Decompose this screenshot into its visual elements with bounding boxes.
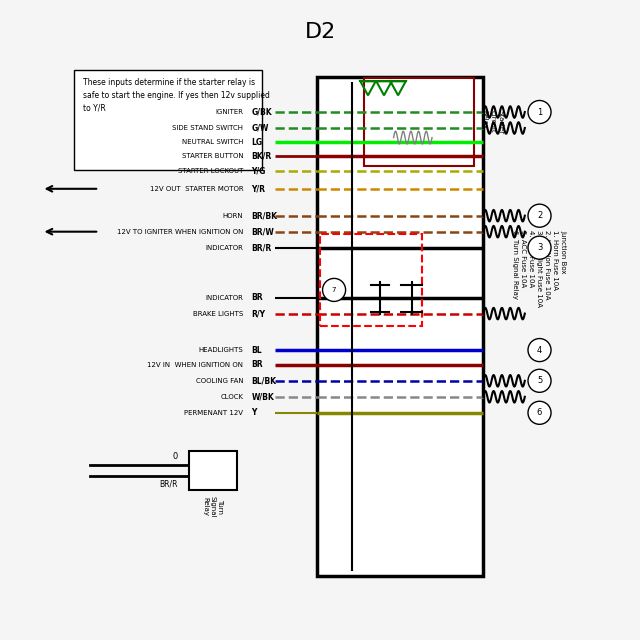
Text: BL: BL [252, 346, 262, 355]
Circle shape [528, 369, 551, 392]
Text: COOLING FAN: COOLING FAN [196, 378, 243, 384]
Text: Starter
Circuit
Relay: Starter Circuit Relay [481, 110, 503, 134]
Circle shape [528, 401, 551, 424]
Bar [189, 451, 237, 490]
Text: Y/G: Y/G [252, 166, 266, 175]
Text: STARTER BUTTON: STARTER BUTTON [182, 153, 243, 159]
Text: Junction Box
1. Horn Fuse 10A
2. Ignition Fuse 10A
3. Headlight Fuse 10A
4. ACC : Junction Box 1. Horn Fuse 10A 2. Ignitio… [512, 230, 566, 307]
Text: HEADLIGHTS: HEADLIGHTS [198, 347, 243, 353]
Text: 5: 5 [537, 376, 542, 385]
Text: 7: 7 [332, 287, 337, 293]
Text: STARTER LOCKOUT: STARTER LOCKOUT [178, 168, 243, 174]
Text: INDICATOR: INDICATOR [205, 294, 243, 301]
Text: W/BK: W/BK [252, 392, 275, 401]
Text: Y/R: Y/R [252, 184, 266, 193]
Text: Turn
Signal
Relay: Turn Signal Relay [202, 496, 223, 518]
Text: 3: 3 [537, 243, 542, 252]
Text: 1: 1 [537, 108, 542, 116]
Text: BL/BK: BL/BK [252, 376, 276, 385]
Bar [364, 78, 474, 166]
Text: 4: 4 [537, 346, 542, 355]
Text: CLOCK: CLOCK [220, 394, 243, 400]
Text: G/BK: G/BK [252, 108, 272, 116]
Text: HORN: HORN [223, 212, 243, 219]
Circle shape [528, 204, 551, 227]
Text: SIDE STAND SWITCH: SIDE STAND SWITCH [172, 125, 243, 131]
Text: BR: BR [252, 293, 263, 302]
Text: 12V TO IGNITER WHEN IGNITION ON: 12V TO IGNITER WHEN IGNITION ON [117, 228, 243, 235]
Text: Y: Y [252, 408, 257, 417]
Circle shape [528, 100, 551, 124]
Circle shape [528, 339, 551, 362]
Text: PERMENANT 12V: PERMENANT 12V [184, 410, 243, 416]
Text: These inputs determine if the starter relay is
safe to start the engine. If yes : These inputs determine if the starter re… [83, 78, 270, 112]
Text: R/Y: R/Y [252, 309, 266, 318]
Text: NEUTRAL SWITCH: NEUTRAL SWITCH [182, 139, 243, 145]
Text: BR/BK: BR/BK [252, 211, 278, 220]
Text: BK/R: BK/R [252, 152, 272, 161]
Text: 12V IN  WHEN IGNITION ON: 12V IN WHEN IGNITION ON [147, 362, 243, 368]
Text: 12V OUT  STARTER MOTOR: 12V OUT STARTER MOTOR [150, 186, 243, 192]
Text: BR/W: BR/W [252, 227, 275, 236]
Text: BRAKE LIGHTS: BRAKE LIGHTS [193, 310, 243, 317]
Text: LG: LG [252, 138, 262, 147]
Text: BR/R: BR/R [252, 243, 272, 252]
Text: BR: BR [252, 360, 263, 369]
Text: D2: D2 [305, 22, 335, 42]
Text: 2: 2 [537, 211, 542, 220]
Text: IGNITER: IGNITER [215, 109, 243, 115]
Text: BR/R: BR/R [159, 479, 177, 488]
Text: INDICATOR: INDICATOR [205, 244, 243, 251]
Bar [320, 234, 422, 326]
Bar [74, 70, 262, 170]
Text: 0: 0 [172, 452, 177, 461]
Circle shape [323, 278, 346, 301]
Bar [317, 77, 483, 576]
Text: 6: 6 [537, 408, 542, 417]
Text: G/W: G/W [252, 124, 269, 132]
Circle shape [528, 236, 551, 259]
